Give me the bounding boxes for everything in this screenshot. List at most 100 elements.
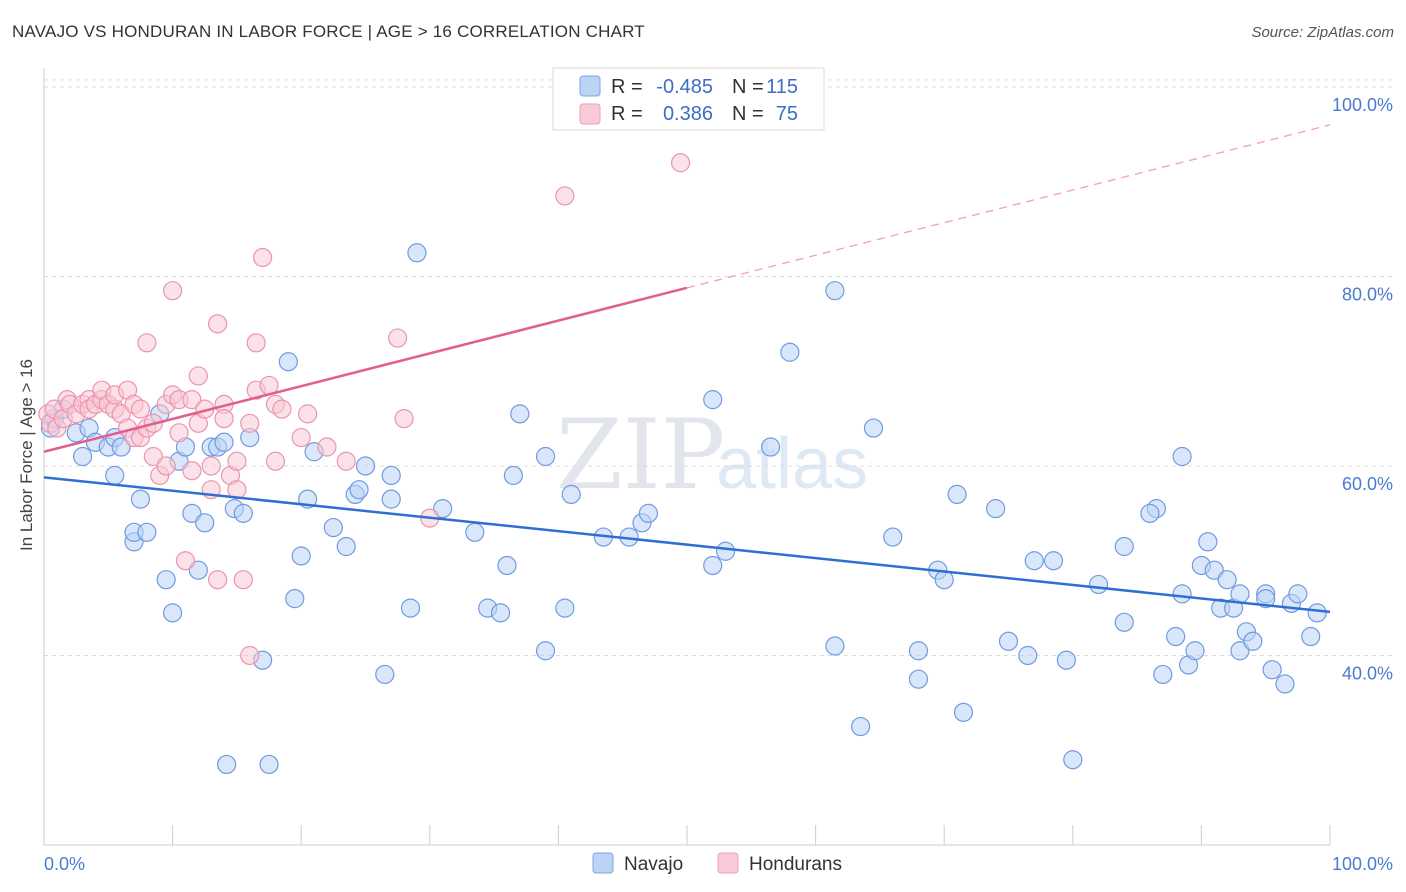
navajo-point <box>863 418 884 438</box>
navajo-point <box>323 517 343 538</box>
navajo-point <box>1204 560 1224 580</box>
navajo-point <box>195 513 215 533</box>
navajo-point <box>130 489 151 509</box>
trend-lines <box>43 124 1331 614</box>
legend-n-value-2: 75 <box>776 103 798 125</box>
honduran-point <box>130 399 151 419</box>
legend-swatch-navajo <box>579 75 601 97</box>
bottom-legend: Navajo Hondurans <box>592 852 842 875</box>
hondurans-trend-line <box>43 286 688 453</box>
navajo-point <box>355 456 376 476</box>
bottom-legend-swatch-navajo <box>592 852 614 874</box>
navajo-point <box>1172 446 1192 467</box>
navajo-point <box>1217 570 1237 590</box>
navajo-point <box>953 702 974 722</box>
navajo-point <box>111 437 131 457</box>
legend-r-value-1: -0.485 <box>656 76 713 98</box>
honduran-point <box>394 408 414 429</box>
honduran-point <box>317 437 337 457</box>
honduran-point <box>336 451 356 471</box>
navajo-point <box>72 446 93 467</box>
legend-swatch-hondurans <box>579 103 601 125</box>
navajo-point <box>1114 536 1134 557</box>
legend-r-value-2: 0.386 <box>663 103 713 125</box>
navajo-point <box>381 489 401 509</box>
navajo-point <box>535 641 556 661</box>
navajo-point <box>156 570 176 590</box>
navajo-point <box>188 560 208 580</box>
navajo-point <box>214 432 234 452</box>
chart-title: NAVAJO VS HONDURAN IN LABOR FORCE | AGE … <box>12 22 645 41</box>
honduran-point <box>182 461 202 481</box>
y-tick-label: 100.0% <box>1332 95 1393 115</box>
honduran-point <box>143 446 163 467</box>
hondurans-points <box>38 77 691 666</box>
navajo-point <box>336 536 356 557</box>
navajo-point <box>535 446 556 467</box>
honduran-point <box>253 247 273 268</box>
navajo-point <box>217 754 237 775</box>
navajo-point <box>349 480 369 500</box>
honduran-point <box>175 551 196 571</box>
navajo-point <box>1185 641 1205 661</box>
honduran-point <box>188 366 208 386</box>
navajo-point <box>1301 626 1321 647</box>
navajo-point <box>182 503 202 523</box>
navajo-point <box>105 465 125 486</box>
navajo-point <box>381 465 401 486</box>
navajo-point <box>1288 584 1308 604</box>
legend-r-label-1: R = <box>611 76 643 98</box>
navajo-point <box>851 716 871 737</box>
x-tick-label-min: 0.0% <box>44 854 85 874</box>
navajo-point <box>1166 626 1186 647</box>
legend-r-label-2: R = <box>611 103 643 125</box>
navajo-point <box>291 546 311 566</box>
navajo-point <box>1256 589 1276 609</box>
navajo-point <box>490 603 511 623</box>
navajo-point <box>561 484 581 505</box>
honduran-point <box>555 186 575 206</box>
navajo-point <box>1063 750 1083 770</box>
honduran-point <box>240 645 260 666</box>
bottom-legend-swatch-hondurans <box>717 852 739 874</box>
honduran-point <box>272 399 292 419</box>
navajo-point <box>1088 574 1109 595</box>
navajo-point <box>825 281 845 301</box>
honduran-point <box>227 451 247 471</box>
honduran-point <box>182 390 202 410</box>
navajo-point <box>1018 645 1038 666</box>
honduran-point <box>670 153 691 173</box>
y-tick-label: 80.0% <box>1342 284 1393 304</box>
y-tick-label: 40.0% <box>1342 663 1393 683</box>
legend: R = -0.485 N = 115 R = 0.386 N = 75 <box>552 67 825 131</box>
navajo-point <box>638 503 659 523</box>
navajo-point <box>703 390 723 410</box>
navajo-point <box>780 342 800 362</box>
navajo-point <box>285 589 305 609</box>
honduran-point <box>246 333 266 353</box>
navajo-point <box>825 636 845 656</box>
x-tick-label-max: 100.0% <box>1332 854 1393 874</box>
navajo-point <box>407 243 427 263</box>
honduran-point <box>388 328 408 348</box>
navajo-point <box>908 669 929 689</box>
navajo-point <box>400 598 421 618</box>
navajo-point <box>1198 532 1218 552</box>
honduran-point <box>208 570 228 590</box>
navajo-point <box>760 437 781 457</box>
navajo-point <box>233 503 253 523</box>
navajo-point <box>908 641 929 661</box>
navajo-point <box>1056 650 1076 670</box>
navajo-point <box>715 541 736 561</box>
navajo-point <box>883 527 903 547</box>
navajo-point <box>555 598 575 618</box>
legend-n-label-2: N = <box>732 103 764 125</box>
navajo-point <box>510 404 530 424</box>
navajo-point <box>1140 503 1160 523</box>
navajo-point <box>1024 551 1044 571</box>
y-axis-label: In Labor Force | Age > 16 <box>17 359 36 551</box>
honduran-point <box>233 570 253 590</box>
navajo-point <box>986 499 1006 519</box>
legend-n-label-1: N = <box>732 76 764 98</box>
